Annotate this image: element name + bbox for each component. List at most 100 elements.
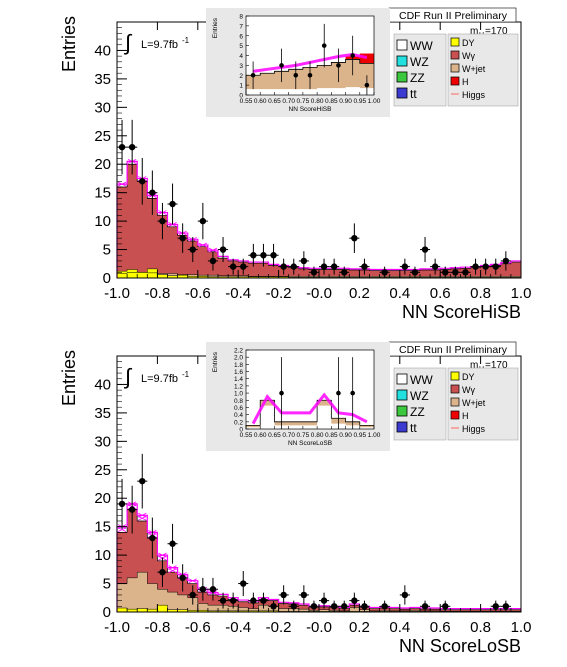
data-point bbox=[482, 263, 489, 270]
x-tick-label: 0.6 bbox=[430, 619, 451, 636]
y-tick-label: 15 bbox=[94, 519, 111, 536]
inset-plot: 0.55 0.60 0.65 0.70 0.75 0.80 0.85 0.90 0.95 1.00… bbox=[206, 8, 390, 117]
legend-entry: W+jet bbox=[462, 64, 486, 74]
x-axis-label: NN ScoreLoSB bbox=[399, 636, 521, 656]
data-point bbox=[381, 269, 388, 276]
inset-y-tick-label: 0.2 bbox=[234, 419, 243, 426]
inset-y-tick-label: 1.8 bbox=[234, 362, 243, 369]
inset-x-axis-label: NN ScoreHiSB bbox=[289, 106, 332, 113]
data-point bbox=[240, 263, 247, 270]
inset-data-point bbox=[293, 72, 299, 78]
legend-swatch bbox=[396, 373, 408, 385]
x-tick-label: -0.4 bbox=[225, 285, 251, 302]
mass-value: =170 bbox=[485, 360, 508, 371]
x-tick-label: 0.2 bbox=[349, 619, 370, 636]
inset-y-tick-label: 0 bbox=[239, 93, 243, 100]
x-tick-label: -0.8 bbox=[144, 619, 170, 636]
legend-swatch bbox=[396, 421, 408, 433]
data-point bbox=[139, 477, 146, 485]
legend-entry: Higgs bbox=[462, 424, 486, 434]
inset-x-axis-label: NN ScoreLoSB bbox=[288, 440, 332, 447]
mass-label: m bbox=[470, 26, 478, 37]
inset-x-tick-label: 0.65 bbox=[268, 98, 281, 105]
inset-h-bar bbox=[359, 53, 374, 64]
data-point bbox=[502, 603, 510, 610]
inset-y-tick-label: 3 bbox=[239, 63, 243, 70]
inset-stack-outline bbox=[245, 59, 374, 95]
data-point bbox=[290, 603, 297, 610]
y-tick-label: 10 bbox=[94, 213, 111, 230]
x-tick-label: 0.8 bbox=[470, 619, 491, 636]
legend-entry: ZZ bbox=[410, 71, 425, 85]
legend-swatch bbox=[450, 37, 460, 47]
data-point bbox=[351, 597, 358, 604]
data-point bbox=[179, 234, 186, 242]
legend-swatch bbox=[396, 55, 408, 67]
legend-swatch bbox=[396, 389, 408, 401]
inset-x-tick-label: 0.70 bbox=[282, 432, 295, 439]
inset-higgs-band bbox=[251, 392, 368, 425]
data-point bbox=[149, 534, 156, 542]
data-point bbox=[401, 263, 409, 270]
y-tick-label: 10 bbox=[94, 547, 111, 564]
inset-y-axis-label: Entries bbox=[212, 17, 219, 38]
lumi-label: L=9.7fb bbox=[141, 39, 178, 51]
inset-x-tick-label: 0.70 bbox=[282, 98, 295, 105]
x-tick-label: -0.0 bbox=[306, 285, 332, 302]
data-point bbox=[351, 234, 358, 242]
data-point bbox=[250, 252, 257, 259]
data-point bbox=[270, 603, 277, 610]
legend-swatch bbox=[450, 397, 460, 407]
data-point bbox=[159, 217, 166, 225]
mass-label: m bbox=[470, 360, 478, 371]
data-point bbox=[421, 246, 429, 253]
lumi-exponent: -1 bbox=[182, 36, 190, 45]
data-point bbox=[219, 597, 227, 604]
y-tick-label: 0 bbox=[103, 270, 111, 287]
legend-right: DY Wγ W+jet H Higgs bbox=[447, 367, 519, 441]
data-point bbox=[381, 603, 388, 610]
x-tick-label: 1.0 bbox=[511, 619, 532, 636]
data-point bbox=[502, 257, 510, 265]
legend-swatch bbox=[450, 63, 460, 73]
inset-x-tick-label: 0.90 bbox=[339, 432, 352, 439]
data-point bbox=[229, 263, 237, 270]
inset-y-tick-label: 1.0 bbox=[234, 391, 243, 398]
legend-swatch bbox=[450, 384, 460, 394]
data-point bbox=[492, 603, 499, 610]
inset-x-tick-label: 0.75 bbox=[297, 98, 310, 105]
data-point bbox=[431, 263, 439, 270]
data-point bbox=[452, 269, 459, 276]
data-point bbox=[300, 257, 308, 265]
data-point bbox=[310, 603, 318, 610]
data-point bbox=[128, 143, 136, 151]
legend-swatch bbox=[396, 87, 408, 99]
data-point bbox=[310, 269, 318, 276]
higgs-hatch-mark bbox=[168, 568, 177, 573]
legend-entry: DY bbox=[462, 372, 475, 382]
data-point bbox=[492, 263, 499, 270]
x-tick-label: -0.8 bbox=[144, 285, 170, 302]
data-point bbox=[209, 257, 217, 265]
data-point bbox=[341, 603, 348, 610]
x-tick-label: 0.8 bbox=[470, 285, 491, 302]
inset-x-tick-label: 1.00 bbox=[368, 98, 381, 105]
inset-x-tick-label: 0.60 bbox=[254, 98, 267, 105]
inset-y-tick-label: 0.4 bbox=[234, 412, 243, 419]
data-point bbox=[118, 143, 126, 151]
data-point bbox=[270, 252, 277, 259]
inset-y-axis-label: Entries bbox=[212, 351, 219, 372]
inset-y-tick-label: 1 bbox=[239, 83, 243, 90]
inset-x-tick-label: 0.80 bbox=[311, 98, 324, 105]
inset-x-tick-label: 0.95 bbox=[353, 432, 366, 439]
inset-data-point bbox=[364, 82, 370, 88]
inset-y-tick-label: 5 bbox=[239, 43, 243, 50]
y-tick-label: 35 bbox=[94, 71, 111, 88]
data-point bbox=[280, 591, 287, 599]
y-tick-label: 25 bbox=[94, 462, 111, 479]
legend-entry: ZZ bbox=[410, 405, 425, 419]
inset-data-point bbox=[279, 390, 284, 396]
x-tick-label: 0.4 bbox=[389, 285, 410, 302]
data-point bbox=[219, 246, 227, 253]
wgamma-stack-bars bbox=[117, 164, 521, 278]
